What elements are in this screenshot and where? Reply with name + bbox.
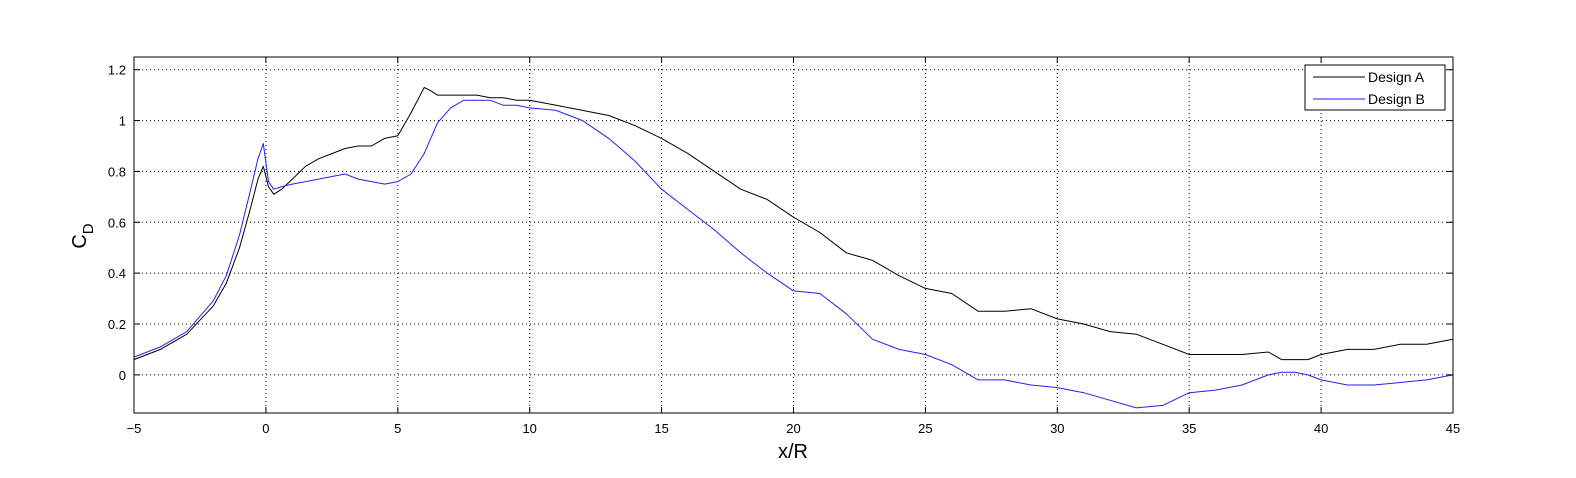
legend: Design A Design B — [1304, 64, 1446, 111]
y-tick-label: 0.6 — [108, 215, 126, 230]
x-tick-label: 5 — [394, 421, 401, 436]
x-tick-label: 35 — [1182, 421, 1196, 436]
y-tick-label: 1 — [119, 114, 126, 129]
x-tick-label: 45 — [1446, 421, 1460, 436]
legend-label-design-b: Design B — [1368, 91, 1425, 107]
y-tick-label: 1.2 — [108, 63, 126, 78]
x-tick-label: 15 — [654, 421, 668, 436]
y-axis-label-main: C — [69, 234, 91, 248]
x-tick-label: 25 — [918, 421, 932, 436]
y-tick-label: 0 — [119, 368, 126, 383]
x-tick-label: 20 — [786, 421, 800, 436]
y-axis-label-subscript: D — [80, 223, 97, 234]
series-layer — [133, 87, 1454, 409]
x-tick-label: 40 — [1314, 421, 1328, 436]
x-tick-label: 30 — [1050, 421, 1064, 436]
y-tick-label: 0.4 — [108, 266, 126, 281]
series-line-design-b — [133, 99, 1454, 409]
grid — [134, 57, 1453, 413]
y-axis-label: CD — [69, 223, 97, 248]
x-tick-label: −5 — [127, 421, 142, 436]
y-tick-label: 0.8 — [108, 164, 126, 179]
y-tick-label: 0.2 — [108, 317, 126, 332]
legend-label-design-a: Design A — [1368, 69, 1425, 85]
ticks: −5 0 5 10 15 20 25 30 35 40 45 0 0.2 0.4 0.6 0.8 1 1.2 — [108, 57, 1460, 436]
x-tick-label: 0 — [262, 421, 269, 436]
x-axis-label: x/R — [778, 441, 808, 463]
legend-box — [1304, 64, 1446, 111]
x-tick-label: 10 — [522, 421, 536, 436]
plot-area — [134, 57, 1453, 413]
